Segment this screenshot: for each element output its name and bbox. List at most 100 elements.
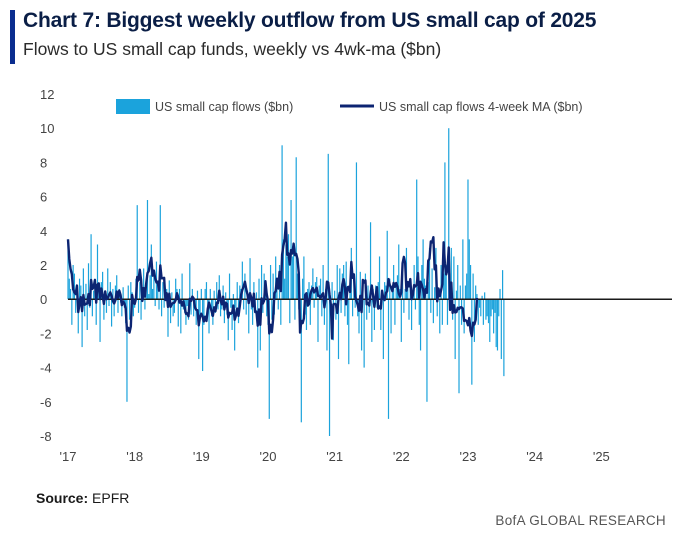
flow-bar <box>204 288 206 300</box>
flow-bar <box>337 299 340 360</box>
flow-bar <box>384 282 386 300</box>
flow-bar <box>177 299 179 327</box>
flow-bar <box>418 299 420 325</box>
flow-bar <box>443 273 445 300</box>
flow-bar <box>495 299 497 348</box>
flow-bar <box>284 278 286 300</box>
flow-bar <box>87 263 90 300</box>
flow-bar <box>136 205 138 300</box>
flow-bar <box>477 299 479 325</box>
flow-bar <box>108 299 110 307</box>
flow-bar <box>160 299 163 317</box>
flow-bar <box>190 299 192 315</box>
flow-bar <box>218 275 220 300</box>
flow-bar <box>334 290 336 300</box>
flow-bar <box>68 278 70 300</box>
flow-bar <box>489 299 491 342</box>
flow-bar <box>439 299 441 334</box>
flow-bar <box>469 265 472 300</box>
x-axis: '17 '18 '19 '20 '21 '22 '23 '24 '25 <box>60 449 610 464</box>
x-tick-label: '25 <box>593 449 610 464</box>
flow-bar <box>480 299 482 317</box>
x-tick-label: '24 <box>526 449 543 464</box>
flow-bar <box>198 299 200 360</box>
flow-bar <box>428 247 431 300</box>
flow-bar <box>327 153 329 300</box>
flow-bar <box>390 299 392 334</box>
flow-bar <box>171 292 173 300</box>
flow-bar <box>167 299 169 337</box>
flow-bar <box>140 299 142 320</box>
flow-bar <box>446 299 449 325</box>
flow-bar <box>86 299 88 330</box>
y-tick-label: -2 <box>40 326 52 341</box>
flow-bar <box>243 299 245 310</box>
flow-bar <box>416 179 418 300</box>
flow-bar <box>80 285 82 300</box>
flow-bar <box>478 299 481 308</box>
flow-bar <box>219 299 222 317</box>
flow-bar <box>202 299 204 372</box>
flow-bar <box>431 268 433 300</box>
flow-bar <box>149 275 151 300</box>
flow-bar <box>163 299 165 308</box>
flow-bar <box>408 299 410 320</box>
flow-bar <box>485 299 487 320</box>
flow-bar <box>99 299 101 342</box>
flow-bar <box>303 256 305 300</box>
flow-bar <box>262 299 264 313</box>
flow-bar <box>487 299 490 324</box>
flow-bar <box>454 299 456 360</box>
flow-bar <box>189 263 191 300</box>
flow-bar <box>231 299 233 330</box>
flow-bar <box>195 299 197 325</box>
flow-bar <box>225 292 227 300</box>
flow-bar <box>107 268 109 300</box>
legend-swatch-flows <box>116 99 150 114</box>
flow-bar <box>440 265 442 300</box>
flow-bar <box>235 299 237 308</box>
flow-bar <box>389 278 391 300</box>
flow-bar <box>117 299 119 313</box>
flow-bar <box>475 285 477 300</box>
flow-bar <box>345 261 347 300</box>
flow-bar <box>360 299 363 351</box>
flow-bar <box>209 288 211 300</box>
title-accent-bar <box>10 10 15 64</box>
flow-bar <box>378 256 381 300</box>
flow-bar <box>286 256 288 300</box>
flow-bar <box>458 299 460 394</box>
flow-bar <box>293 247 295 300</box>
flow-bar <box>476 294 478 300</box>
flow-bar <box>486 299 488 317</box>
flow-bar <box>331 282 333 300</box>
flow-bar <box>116 275 118 300</box>
y-tick-label: 4 <box>40 224 47 239</box>
flow-bar <box>444 162 446 300</box>
flow-bar <box>69 288 72 300</box>
flow-bar <box>491 299 493 310</box>
flow-bar <box>319 278 322 300</box>
x-tick-label: '21 <box>326 449 343 464</box>
flow-bar <box>153 273 155 300</box>
flow-bar <box>468 239 470 300</box>
source-value: EPFR <box>92 490 130 506</box>
flow-bar <box>354 299 356 308</box>
flow-bar <box>462 239 464 300</box>
y-axis: 12 10 8 6 4 2 0 -2 -4 -6 -8 <box>40 87 54 444</box>
flow-bar <box>73 273 76 300</box>
flow-bar <box>340 299 342 313</box>
flow-bar <box>321 299 323 317</box>
flow-bar <box>216 282 218 300</box>
flow-bar <box>423 278 425 300</box>
flow-bar <box>128 299 131 320</box>
flow-bar <box>245 299 247 315</box>
flow-bar <box>90 234 92 300</box>
flow-bar <box>317 299 319 342</box>
flow-bar <box>386 230 388 300</box>
legend-label-ma: US small cap flows 4-week MA ($bn) <box>379 100 583 114</box>
flow-bar <box>248 299 250 334</box>
flow-bar <box>422 239 424 300</box>
flow-bar <box>394 299 396 325</box>
flow-bar <box>453 256 455 300</box>
